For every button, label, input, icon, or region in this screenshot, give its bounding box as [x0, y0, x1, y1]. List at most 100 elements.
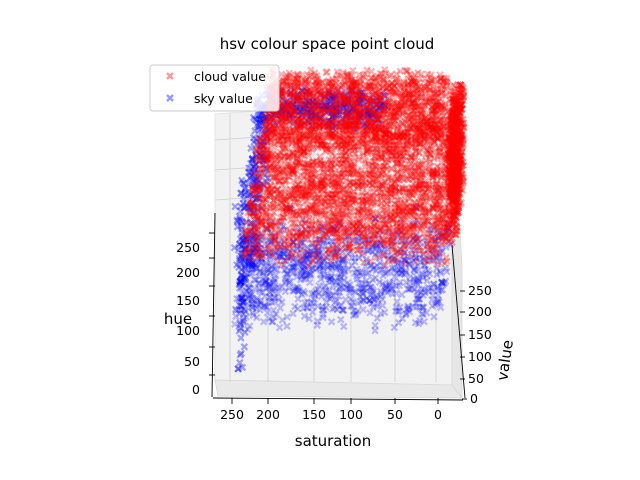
data-point — [298, 264, 307, 273]
data-point — [385, 279, 394, 287]
data-point — [367, 299, 376, 308]
data-point — [268, 262, 276, 271]
data-point — [258, 109, 267, 118]
data-point — [299, 261, 308, 270]
data-point — [330, 105, 339, 113]
data-point — [373, 115, 382, 124]
data-point — [441, 264, 450, 273]
data-point — [371, 250, 380, 259]
data-point — [316, 261, 325, 269]
data-point — [336, 278, 344, 286]
data-point — [436, 228, 444, 236]
data-point — [288, 110, 297, 119]
data-point — [237, 293, 245, 301]
data-point — [436, 269, 445, 277]
data-point — [332, 116, 340, 124]
data-point — [245, 322, 254, 330]
data-point — [293, 258, 301, 267]
data-point — [386, 236, 394, 245]
data-point — [371, 274, 380, 282]
data-point — [375, 231, 383, 239]
data-point — [392, 289, 401, 297]
data-point — [350, 226, 358, 235]
data-point — [331, 95, 339, 104]
data-point — [416, 258, 424, 266]
data-point — [371, 214, 380, 223]
data-point — [395, 257, 403, 266]
data-point — [421, 288, 429, 297]
data-point — [277, 111, 286, 119]
data-point — [434, 291, 443, 300]
data-point — [314, 264, 323, 273]
data-point — [436, 232, 444, 241]
data-point — [399, 241, 408, 249]
data-point — [414, 280, 422, 289]
data-point — [401, 257, 410, 265]
data-point — [376, 287, 385, 296]
data-point — [297, 271, 306, 280]
data-point — [369, 287, 378, 295]
data-point — [369, 303, 377, 312]
data-point — [232, 306, 241, 315]
data-point — [302, 92, 311, 101]
data-point — [282, 98, 290, 107]
data-point — [356, 293, 365, 301]
data-point — [320, 262, 328, 270]
data-point — [366, 283, 375, 291]
data-point — [330, 94, 339, 103]
data-point — [410, 265, 418, 274]
data-point — [251, 285, 259, 293]
data-point — [397, 263, 405, 271]
data-point — [376, 292, 385, 301]
data-point — [350, 125, 358, 133]
data-point — [383, 214, 391, 223]
data-point — [419, 255, 428, 263]
data-point — [313, 242, 321, 251]
data-point — [432, 264, 441, 273]
data-point — [262, 114, 271, 122]
data-point — [317, 115, 325, 123]
data-point — [427, 220, 436, 229]
data-point — [261, 249, 270, 258]
data-point — [394, 259, 402, 268]
data-point — [346, 285, 355, 293]
data-point — [285, 278, 294, 287]
data-point — [325, 261, 333, 269]
data-point — [271, 110, 279, 119]
data-point — [257, 229, 265, 238]
data-point — [257, 259, 266, 268]
data-point — [236, 277, 244, 286]
data-point — [321, 106, 329, 114]
data-point — [314, 256, 322, 265]
data-point — [303, 261, 312, 270]
data-point — [380, 308, 389, 317]
data-point — [355, 92, 364, 101]
data-point — [388, 255, 397, 264]
data-point — [338, 114, 347, 123]
data-point — [332, 101, 341, 109]
data-point — [298, 257, 306, 266]
data-point — [373, 294, 381, 302]
data-point — [304, 245, 313, 253]
data-point — [420, 261, 429, 269]
data-point — [317, 90, 326, 99]
data-point — [315, 263, 324, 271]
data-point — [276, 251, 284, 259]
data-point — [253, 264, 261, 273]
data-point — [412, 268, 421, 276]
data-point — [344, 98, 353, 106]
data-point — [359, 296, 368, 304]
data-point — [271, 293, 279, 302]
data-point — [306, 258, 315, 267]
data-point — [248, 262, 256, 271]
data-point — [415, 295, 424, 303]
data-point — [275, 323, 284, 332]
data-point — [335, 302, 344, 310]
data-point — [389, 278, 398, 286]
data-point — [268, 113, 276, 122]
data-point — [327, 261, 335, 270]
data-point — [374, 235, 383, 243]
data-point — [363, 258, 371, 267]
data-point — [424, 283, 433, 292]
data-point — [429, 236, 438, 244]
